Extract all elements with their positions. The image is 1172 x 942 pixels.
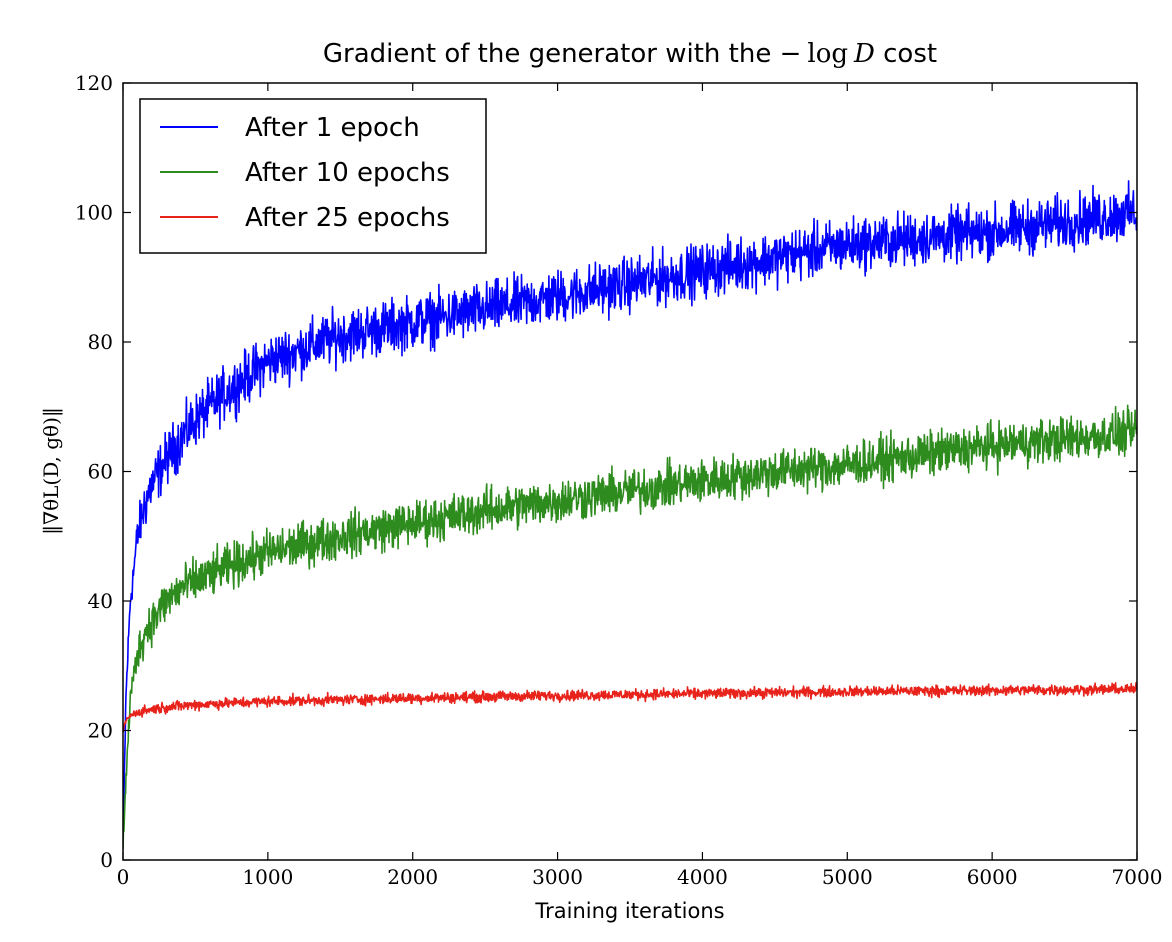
x-tick-label: 4000 <box>677 865 728 889</box>
x-axis-label: Training iterations <box>534 899 724 923</box>
series-line-3 <box>123 682 1137 733</box>
series-line-1 <box>123 180 1137 847</box>
x-tick-label: 1000 <box>242 865 293 889</box>
x-tick-label: 7000 <box>1112 865 1163 889</box>
x-tick-label: 6000 <box>967 865 1018 889</box>
x-tick-label: 5000 <box>822 865 873 889</box>
legend-label-3: After 25 epochs <box>245 203 450 233</box>
legend-label-1: After 1 epoch <box>245 113 420 143</box>
x-tick-label: 3000 <box>532 865 583 889</box>
legend-box <box>139 98 487 254</box>
legend: After 1 epoch After 10 epochs After 25 epo… <box>139 98 487 254</box>
y-tick-label: 120 <box>75 71 113 95</box>
y-tick-label: 80 <box>88 330 113 354</box>
tick-layer: 0 1000 2000 3000 4000 5000 6000 7000 0 20 40 60 80 10… <box>75 71 1163 889</box>
legend-label-2: After 10 epochs <box>245 158 450 188</box>
x-tick-label: 2000 <box>387 865 438 889</box>
chart-title: Gradient of the generator with the − log D… <box>323 39 937 69</box>
y-tick-label: 100 <box>75 201 113 225</box>
series-layer <box>123 180 1137 850</box>
series-line-2 <box>123 404 1137 850</box>
x-tick-label: 0 <box>117 865 130 889</box>
y-tick-label: 40 <box>88 589 113 613</box>
y-tick-label: 60 <box>88 460 113 484</box>
y-tick-label: 0 <box>100 848 113 872</box>
y-tick-label: 20 <box>88 719 113 743</box>
y-axis-label: ‖∇θL(D, gθ)‖ <box>39 407 64 535</box>
